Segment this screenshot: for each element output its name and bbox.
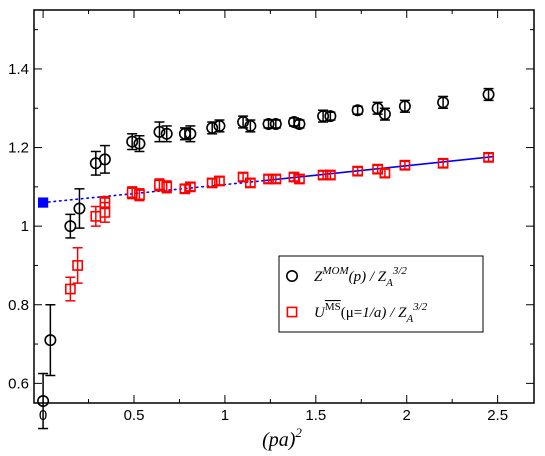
data-point bbox=[154, 179, 165, 191]
data-point bbox=[317, 110, 330, 123]
data-point bbox=[437, 96, 450, 109]
data-point bbox=[294, 173, 305, 185]
data-point bbox=[379, 167, 391, 179]
legend-marker bbox=[285, 269, 298, 282]
series-extrapolated bbox=[37, 197, 49, 208]
legend-label-part: ) / Z bbox=[380, 305, 407, 321]
data-point bbox=[352, 165, 364, 177]
data-point bbox=[293, 117, 306, 130]
x-tick-label: 1 bbox=[221, 407, 229, 424]
data-point bbox=[206, 177, 218, 189]
x-tick-label: 2 bbox=[403, 407, 411, 424]
data-point bbox=[399, 159, 411, 171]
legend-label-part: A bbox=[385, 277, 393, 289]
data-point bbox=[64, 283, 76, 295]
axis-ticks: 00.511.522.50.60.811.21.4 bbox=[8, 10, 534, 424]
data-point bbox=[324, 110, 337, 123]
data-point bbox=[44, 334, 57, 347]
legend-label-part: U bbox=[314, 305, 326, 321]
data-point bbox=[161, 181, 173, 193]
legend-label-part: 1/a bbox=[362, 305, 381, 321]
data-point bbox=[37, 395, 50, 408]
data-point bbox=[73, 202, 86, 215]
y-tick-label: 1 bbox=[21, 218, 29, 235]
legend-label-part: MS bbox=[325, 301, 341, 313]
data-point bbox=[213, 119, 226, 132]
data-point bbox=[270, 173, 282, 185]
data-point bbox=[214, 175, 225, 187]
data-point bbox=[324, 169, 336, 181]
data-point bbox=[64, 220, 77, 233]
data-point bbox=[184, 181, 196, 193]
legend-label-part: 3/2 bbox=[392, 265, 408, 277]
data-point bbox=[126, 135, 139, 148]
legend-label: UMS(μ=1/a) / ZA3/2 bbox=[314, 301, 428, 325]
data-point bbox=[317, 169, 329, 181]
data-point bbox=[351, 104, 364, 117]
data-point bbox=[483, 151, 494, 163]
x-axis-label: (pa)2 bbox=[262, 425, 302, 451]
data-point bbox=[398, 100, 411, 113]
data-point bbox=[482, 88, 495, 101]
y-tick-label: 0.8 bbox=[8, 297, 29, 314]
series-zmom bbox=[37, 87, 495, 430]
data-point bbox=[153, 125, 166, 138]
legend-label-part: A bbox=[405, 313, 413, 325]
series-ums bbox=[64, 151, 494, 302]
plot-area bbox=[33, 9, 535, 404]
legend-label-part: MOM bbox=[321, 265, 349, 277]
data-point bbox=[98, 153, 111, 166]
y-tick-label: 1.2 bbox=[8, 140, 29, 157]
data-point bbox=[99, 197, 111, 208]
legend-label-part: Z bbox=[314, 269, 323, 285]
data-point bbox=[72, 260, 84, 271]
data-point bbox=[133, 137, 146, 150]
data-point bbox=[437, 157, 449, 169]
x-tick-label: 2.5 bbox=[487, 407, 508, 424]
legend-label-part: (p) / Z bbox=[349, 269, 387, 285]
data-point bbox=[160, 127, 173, 140]
data-point bbox=[244, 177, 256, 189]
data-point bbox=[126, 187, 138, 199]
data-point bbox=[237, 171, 249, 183]
data-point bbox=[263, 173, 274, 185]
data-marks bbox=[37, 87, 495, 430]
y-tick-label: 1.4 bbox=[8, 61, 29, 78]
legend-label-part: (μ= bbox=[341, 305, 363, 321]
fit-extrapolation-line bbox=[42, 180, 263, 204]
data-point bbox=[378, 108, 391, 121]
data-point bbox=[288, 171, 300, 183]
legend-box bbox=[278, 255, 484, 333]
x-tick-label: 1.5 bbox=[305, 407, 326, 424]
data-point bbox=[244, 119, 257, 132]
legend-label-part: 3/2 bbox=[412, 301, 428, 313]
x-tick-label: 0.5 bbox=[124, 407, 145, 424]
data-point bbox=[206, 121, 219, 134]
data-point bbox=[269, 117, 282, 130]
data-point bbox=[179, 183, 191, 195]
data-point bbox=[184, 127, 197, 140]
data-point bbox=[37, 197, 49, 208]
y-tick-label: 0.6 bbox=[8, 375, 29, 392]
legend-label: ZMOM(p) / ZA3/2 bbox=[314, 265, 407, 289]
data-point bbox=[262, 117, 275, 130]
legend-marker bbox=[286, 306, 298, 318]
data-point bbox=[134, 189, 145, 201]
